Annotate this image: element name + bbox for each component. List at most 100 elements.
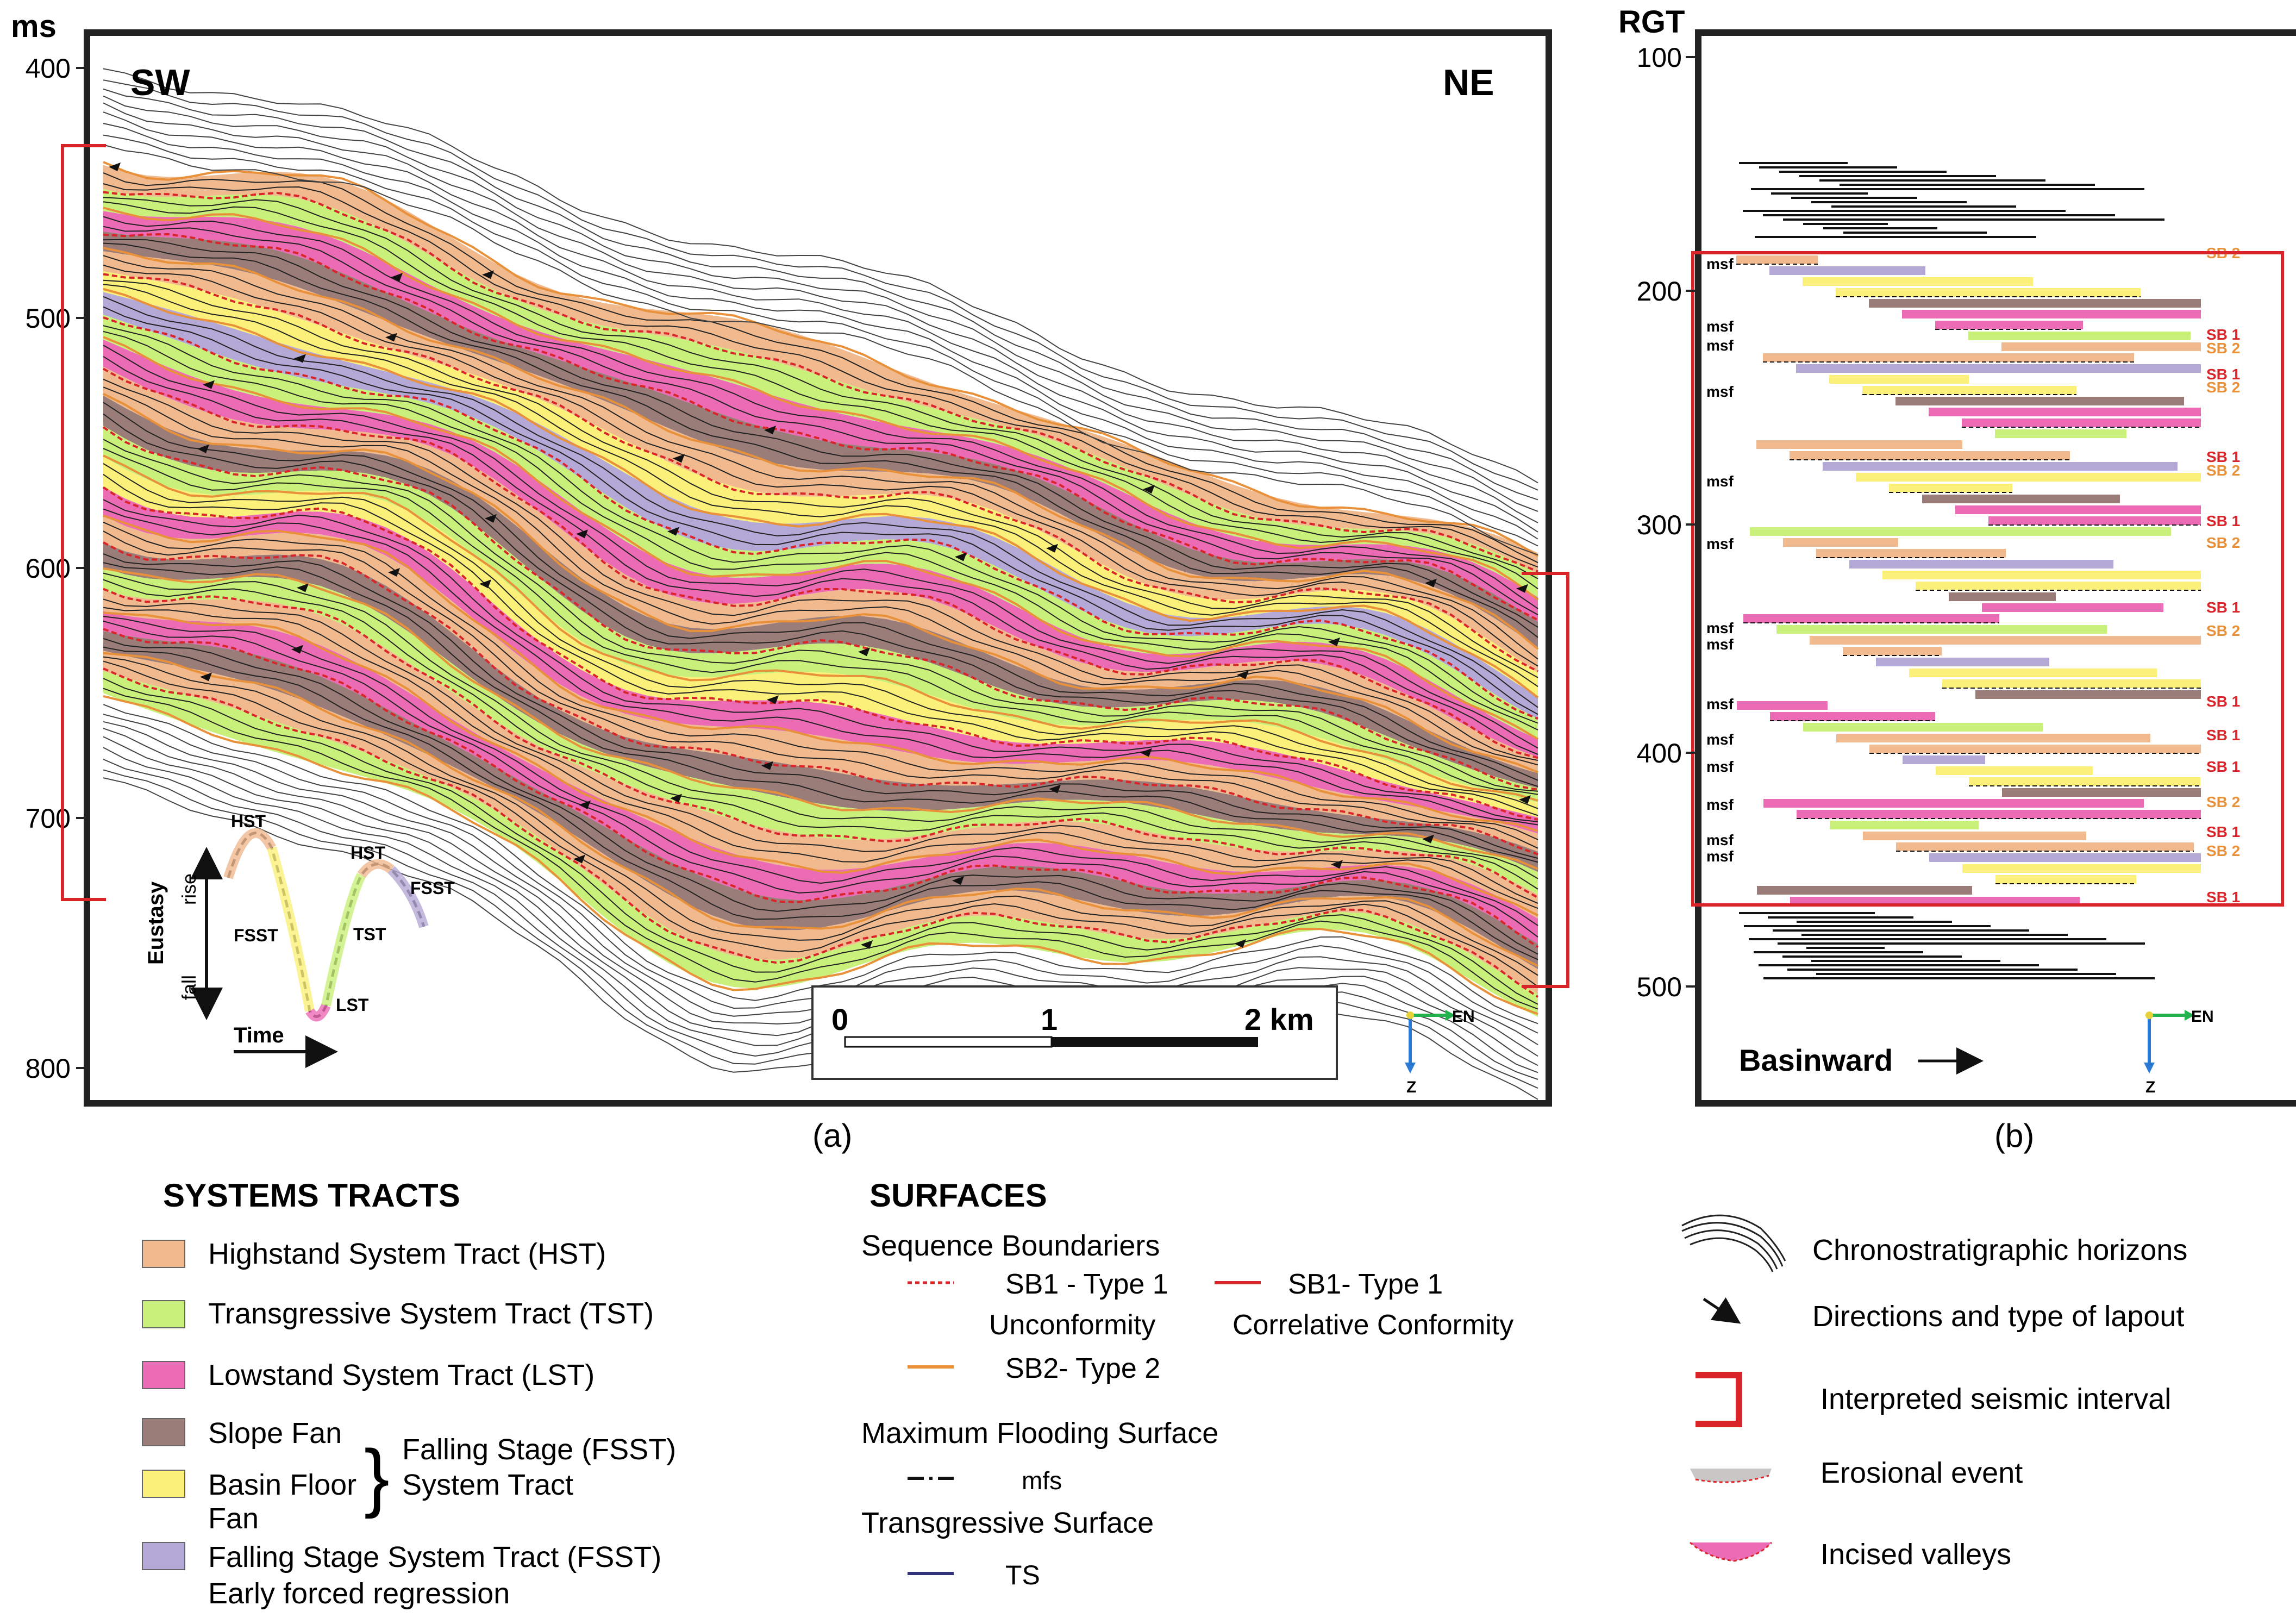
horizon-line: [103, 607, 1538, 909]
band-hst: [103, 515, 1538, 852]
horizon-line: [103, 296, 1538, 708]
lapout-arrow: [294, 354, 306, 363]
wheeler-bar: [1969, 777, 2200, 786]
horizon-line-above: [103, 88, 1538, 501]
wheeler-bar: [1922, 495, 2120, 503]
wheeler-bar: [1756, 440, 1962, 449]
msf-label: msf: [1706, 848, 1734, 865]
wheeler-bar: [1902, 310, 2201, 318]
sequence-boundary: [103, 316, 1538, 720]
horizon-line: [103, 572, 1538, 879]
swatch-basin-floor: [142, 1470, 185, 1498]
legend-surfaces: SURFACES Sequence Boundariers SB1 - Type…: [861, 1177, 1513, 1590]
wheeler-bar: [1823, 462, 2178, 471]
horizon-line-above: [103, 95, 1538, 512]
y-tick-label-b: 500: [1637, 972, 1682, 1002]
wheeler-bar: [1962, 419, 2201, 427]
panel-b: msfmsfmsfmsfmsfmsfmsfmsfmsfmsfmsfmsfmsfm…: [1618, 4, 2296, 1154]
interpreted-interval-box: [1691, 251, 2284, 907]
band-slope: [103, 542, 1538, 872]
legend-lst: Lowstand System Tract (LST): [208, 1359, 595, 1391]
horizon-line: [103, 660, 1538, 988]
panel-b-y-unit: RGT: [1618, 4, 1685, 40]
scale-0: 0: [831, 1002, 848, 1036]
horizon-line: [103, 172, 1538, 564]
ne-label: NE: [1443, 62, 1494, 103]
erosion-icon: [1690, 1469, 1772, 1483]
sequence-boundary: [103, 667, 1539, 998]
lapout-arrow: [767, 695, 779, 704]
caption-b: (b): [1994, 1117, 2034, 1154]
scale-bar-white: [844, 1036, 1053, 1048]
msf-label: msf: [1706, 832, 1734, 848]
lapout-arrow: [1331, 860, 1343, 869]
swatch-slope-fan: [142, 1418, 185, 1446]
inset-label-hst2: HST: [351, 843, 385, 863]
wheeler-bar: [1836, 734, 2150, 742]
sb-label: SB 1: [2206, 326, 2240, 343]
lapout-arrow: [1425, 578, 1437, 588]
band-hst: [103, 366, 1538, 773]
axis-icon-b: EN Z: [2144, 1008, 2214, 1096]
wheeler-bar: [1796, 364, 2201, 373]
horizon-line: [103, 579, 1538, 890]
sb2-label: SB2- Type 2: [1005, 1353, 1160, 1384]
lapout-arrow: [1422, 834, 1434, 844]
ts-title: Transgressive Surface: [861, 1507, 1154, 1539]
caption-a: (a): [812, 1117, 852, 1154]
sequence-boundary: [103, 207, 1539, 601]
lapout-arrow: [1519, 795, 1531, 804]
msf-label: msf: [1706, 636, 1734, 653]
lapout-arrow: [1049, 784, 1061, 794]
sb-label: SB 1: [2206, 693, 2240, 710]
lapout-arrow: [667, 527, 679, 536]
msf-label: msf: [1706, 696, 1734, 713]
sb1-correlative: SB1- Type 1: [1288, 1269, 1443, 1300]
msf-label: msf: [1706, 620, 1734, 636]
wheeler-bar: [1869, 745, 2201, 753]
horizon-line: [103, 197, 1538, 579]
band-hst: [103, 651, 1538, 994]
lapout-arrow: [670, 794, 682, 803]
wheeler-bar: [1836, 288, 2141, 297]
wheeler-bar: [1935, 321, 2083, 329]
lapout-arrow: [955, 552, 967, 561]
sequence-boundary: [103, 233, 1538, 621]
seq-title: Sequence Boundariers: [861, 1229, 1160, 1262]
horizon-line: [103, 448, 1538, 795]
wheeler-bar: [1988, 516, 2201, 525]
wheeler-bar: [1975, 690, 2201, 699]
msf-label: msf: [1706, 758, 1734, 775]
sb-label: SB 1: [2206, 889, 2240, 905]
wheeler-bar: [1790, 451, 2070, 460]
horizon-line: [103, 553, 1538, 859]
wheeler-bar: [1889, 484, 2012, 492]
horizon-line: [103, 330, 1538, 730]
lapout-arrow: [1328, 637, 1340, 646]
axis-b-en-label: EN: [2191, 1008, 2214, 1026]
horizon-line: [103, 386, 1538, 766]
bracket-label-1: Falling Stage (FSST): [402, 1433, 676, 1466]
sb-label: SB 2: [2206, 794, 2240, 810]
lapout-arrow: [1516, 584, 1528, 593]
wheeler-bar: [1863, 832, 2086, 840]
band-tst: [103, 567, 1538, 895]
axis-origin: [1406, 1011, 1414, 1019]
horizon-line: [103, 439, 1538, 792]
inset-label-fsst: FSST: [234, 926, 278, 945]
wheeler-bar: [1903, 755, 1985, 764]
wheeler-bar: [1776, 625, 2107, 634]
ts-label: TS: [1005, 1560, 1040, 1590]
sb-label: SB 1: [2206, 448, 2240, 465]
swatch-tst: [142, 1300, 185, 1328]
sequence-boundary: [103, 288, 1539, 698]
wheeler-bar: [1810, 636, 2201, 645]
sequence-boundary: [103, 367, 1538, 759]
horizon-line-above: [103, 134, 1538, 547]
sequence-boundary: [103, 191, 1538, 573]
horizon-line-above: [103, 144, 1538, 555]
msf-label: msf: [1706, 337, 1734, 354]
mfs-label: mfs: [1022, 1466, 1062, 1495]
sequence-boundary: [103, 392, 1538, 773]
